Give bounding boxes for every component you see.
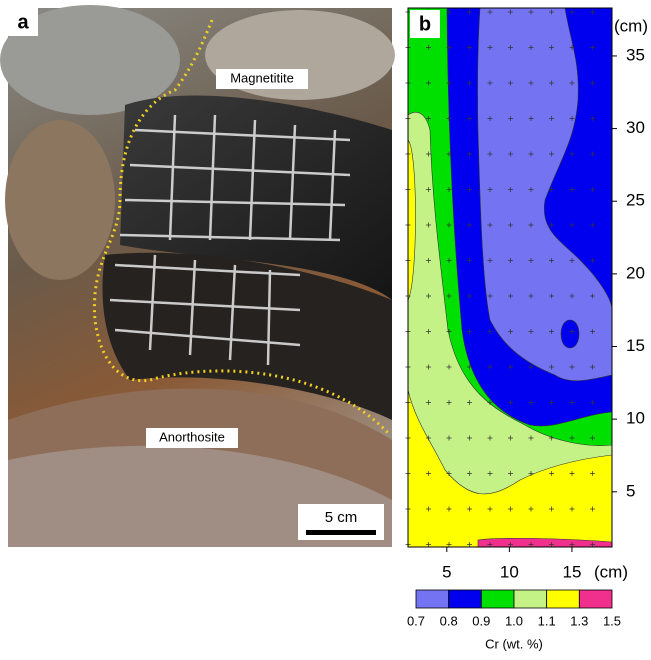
- panel-label: a: [17, 11, 29, 33]
- annotation: Anorthosite: [159, 429, 225, 444]
- y-tick-label: 30: [626, 118, 645, 137]
- scale-bar: [306, 530, 376, 535]
- contour-plot: b 5 10 15 (cm) 5 10 15 20 25 30 35 (cm) 0.7 0.8 0.9 1.0 1…: [406, 8, 648, 651]
- colorbar-label: 0.8: [440, 613, 458, 628]
- colorbar-title: Cr (wt. %): [485, 636, 543, 651]
- x-tick-label: 5: [442, 562, 451, 581]
- y-unit: (cm): [614, 16, 648, 35]
- figure: a Magnetitite Anorthosite 5 cm b 5 10 15 (cm…: [0, 0, 651, 655]
- y-tick-label: 20: [626, 263, 645, 282]
- y-tick-label: 5: [626, 481, 635, 500]
- colorbar-swatch: [514, 590, 547, 608]
- y-tick-label: 15: [626, 336, 645, 355]
- scale-bar-label: 5 cm: [325, 509, 358, 526]
- y-tick-label: 25: [626, 191, 645, 210]
- photo: a Magnetitite Anorthosite 5 cm: [0, 5, 395, 547]
- colorbar-label: 1.5: [603, 613, 621, 628]
- colorbar-swatch: [547, 590, 580, 608]
- colorbar-swatch: [416, 590, 449, 608]
- colorbar-label: 1.0: [505, 613, 523, 628]
- colorbar-swatch: [579, 590, 612, 608]
- contour-region: [561, 320, 579, 348]
- y-tick-label: 10: [626, 409, 645, 428]
- x-tick-label: 10: [500, 562, 519, 581]
- panel-label: b: [419, 13, 431, 35]
- colorbar-swatch: [449, 590, 482, 608]
- x-tick-label: 15: [562, 562, 581, 581]
- y-tick-label: 35: [626, 45, 645, 64]
- colorbar-label: 0.7: [407, 613, 425, 628]
- colorbar-swatch: [481, 590, 514, 608]
- annotation: Magnetitite: [230, 70, 294, 85]
- colorbar-label: 0.9: [472, 613, 490, 628]
- x-unit: (cm): [594, 562, 628, 581]
- colorbar-label: 1.3: [570, 613, 588, 628]
- page: a Magnetitite Anorthosite 5 cm b 5 10 15 (cm…: [0, 0, 651, 660]
- colorbar-label: 1.1: [538, 613, 556, 628]
